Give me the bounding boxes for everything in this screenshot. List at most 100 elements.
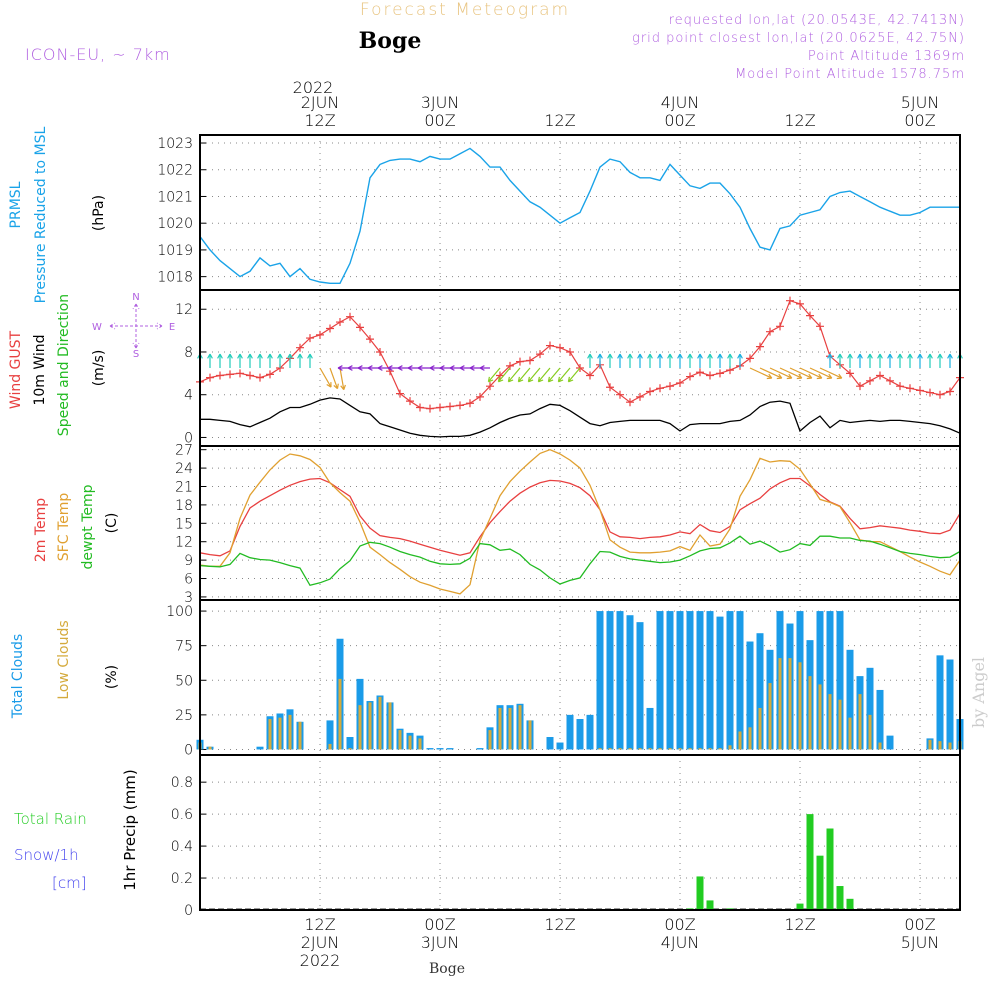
total-cloud-bar: [426, 748, 434, 750]
gust-marker: [246, 371, 254, 380]
wind-direction-arrow: [677, 353, 683, 368]
gust-marker: [616, 390, 624, 399]
temp-label-dewpt: dewpt Temp: [80, 484, 96, 569]
compass-rose: N S W E: [92, 292, 175, 360]
gust-marker: [466, 399, 474, 408]
total-cloud-bar: [716, 616, 724, 750]
top-time-label: 4JUN: [661, 93, 700, 112]
top-time-label: 00Z: [664, 111, 695, 130]
low-cloud-bar: [668, 748, 672, 750]
low-cloud-bar: [688, 748, 692, 750]
cloud-label-unit: (%): [104, 665, 120, 689]
gust-marker: [486, 382, 494, 391]
footer-location: Boge: [429, 961, 465, 977]
low-cloud-bar: [798, 662, 802, 750]
bottom-time-label: 00Z: [664, 915, 695, 934]
wind-direction-arrow: [247, 353, 253, 368]
total-cloud-bar: [546, 737, 554, 750]
compass-n: N: [132, 292, 139, 303]
wind-direction-arrow: [439, 365, 450, 371]
temp-label-unit: (C): [104, 513, 120, 534]
low-cloud-bar: [708, 748, 712, 750]
pressure-label-prmsl: PRMSL: [8, 181, 24, 228]
gust-marker: [376, 347, 384, 356]
low-cloud-bar: [818, 684, 822, 750]
wind-direction-arrow: [297, 353, 303, 368]
top-year-label: 2022: [293, 78, 334, 97]
low-cloud-bar: [358, 705, 362, 750]
panel-temperature: 3 6 9 12 15 18 21 24 27: [175, 443, 961, 606]
wind-direction-arrow: [769, 367, 793, 380]
panel-pressure: 1018 1019 1020 1021 1022 1023: [157, 134, 961, 291]
cloud-label-total: Total Clouds: [10, 634, 26, 719]
low-cloud-bar: [328, 743, 332, 750]
low-cloud-bar: [658, 748, 662, 750]
low-cloud-bar: [598, 748, 602, 750]
wind-direction-arrow: [319, 367, 332, 388]
gust-marker: [706, 371, 714, 380]
total-cloud-bar: [606, 611, 614, 750]
low-cloud-bar: [728, 745, 732, 750]
wind-direction-arrow: [339, 367, 346, 391]
low-cloud-bar: [828, 694, 832, 750]
gust-marker: [686, 372, 694, 381]
gust-marker: [876, 371, 884, 380]
wind-direction-arrow: [799, 367, 823, 380]
top-time-label: 3JUN: [421, 93, 460, 112]
wind-direction-arrow: [887, 353, 893, 368]
wind-direction-arrow: [469, 365, 480, 371]
wind-direction-arrow: [637, 353, 643, 368]
y-tick-label: 12: [175, 302, 193, 318]
wind-direction-arrow: [657, 353, 663, 368]
y-tick-label: 1021: [157, 189, 193, 205]
gust-marker: [546, 341, 554, 350]
total-cloud-bar: [446, 748, 454, 750]
total-cloud-bar: [476, 748, 484, 750]
gust-marker: [636, 392, 644, 401]
temp-label-sfc: SFC Temp: [56, 493, 72, 562]
gust-marker: [396, 389, 404, 398]
gust-marker: [536, 350, 544, 359]
gust-marker: [406, 397, 414, 406]
y-tick-label: 18: [175, 498, 193, 514]
point-altitude: Point Altitude 1369m: [808, 49, 965, 64]
low-cloud-bar: [758, 707, 762, 750]
wind-direction-arrow: [877, 353, 883, 368]
gust-marker: [676, 378, 684, 387]
low-cloud-bar: [488, 730, 492, 750]
gust-marker: [626, 398, 634, 407]
low-cloud-bar: [288, 714, 292, 750]
compass-w: W: [92, 322, 102, 333]
rain-bar: [796, 903, 804, 910]
wind-direction-arrow: [507, 367, 521, 383]
series-dewpt-temp: [199, 535, 961, 587]
location-title: Boge: [359, 28, 422, 54]
top-time-label: 2JUN: [301, 93, 340, 112]
top-time-label: 5JUN: [901, 93, 940, 112]
bottom-time-label: 00Z: [904, 915, 935, 934]
y-tick-label: 12: [175, 535, 193, 551]
y-tick-label: 0.6: [171, 807, 193, 823]
top-time-label: 12Z: [544, 111, 575, 130]
precip-label-axis: 1hr Precip (mm): [121, 769, 139, 890]
gust-marker: [456, 401, 464, 410]
series-sfc-temp: [199, 449, 961, 595]
wind-direction-arrow: [479, 365, 490, 371]
pressure-label-msl: Pressure Reduced to MSL: [33, 126, 49, 303]
gust-marker: [496, 371, 504, 380]
y-tick-label: 1023: [157, 136, 193, 152]
gust-marker: [756, 342, 764, 351]
y-tick-label: 3: [184, 590, 193, 606]
low-cloud-bar: [388, 702, 392, 750]
total-cloud-bar: [646, 707, 654, 750]
low-cloud-bar: [778, 658, 782, 750]
y-tick-label: 0.4: [171, 839, 193, 855]
wind-direction-arrow: [617, 353, 623, 368]
wind-label-speed-dir: Speed and Direction: [56, 294, 72, 436]
gust-marker: [656, 384, 664, 393]
low-cloud-bar: [678, 748, 682, 750]
wind-direction-arrow: [789, 367, 813, 380]
gust-marker: [766, 327, 774, 336]
total-cloud-bar: [696, 611, 704, 750]
